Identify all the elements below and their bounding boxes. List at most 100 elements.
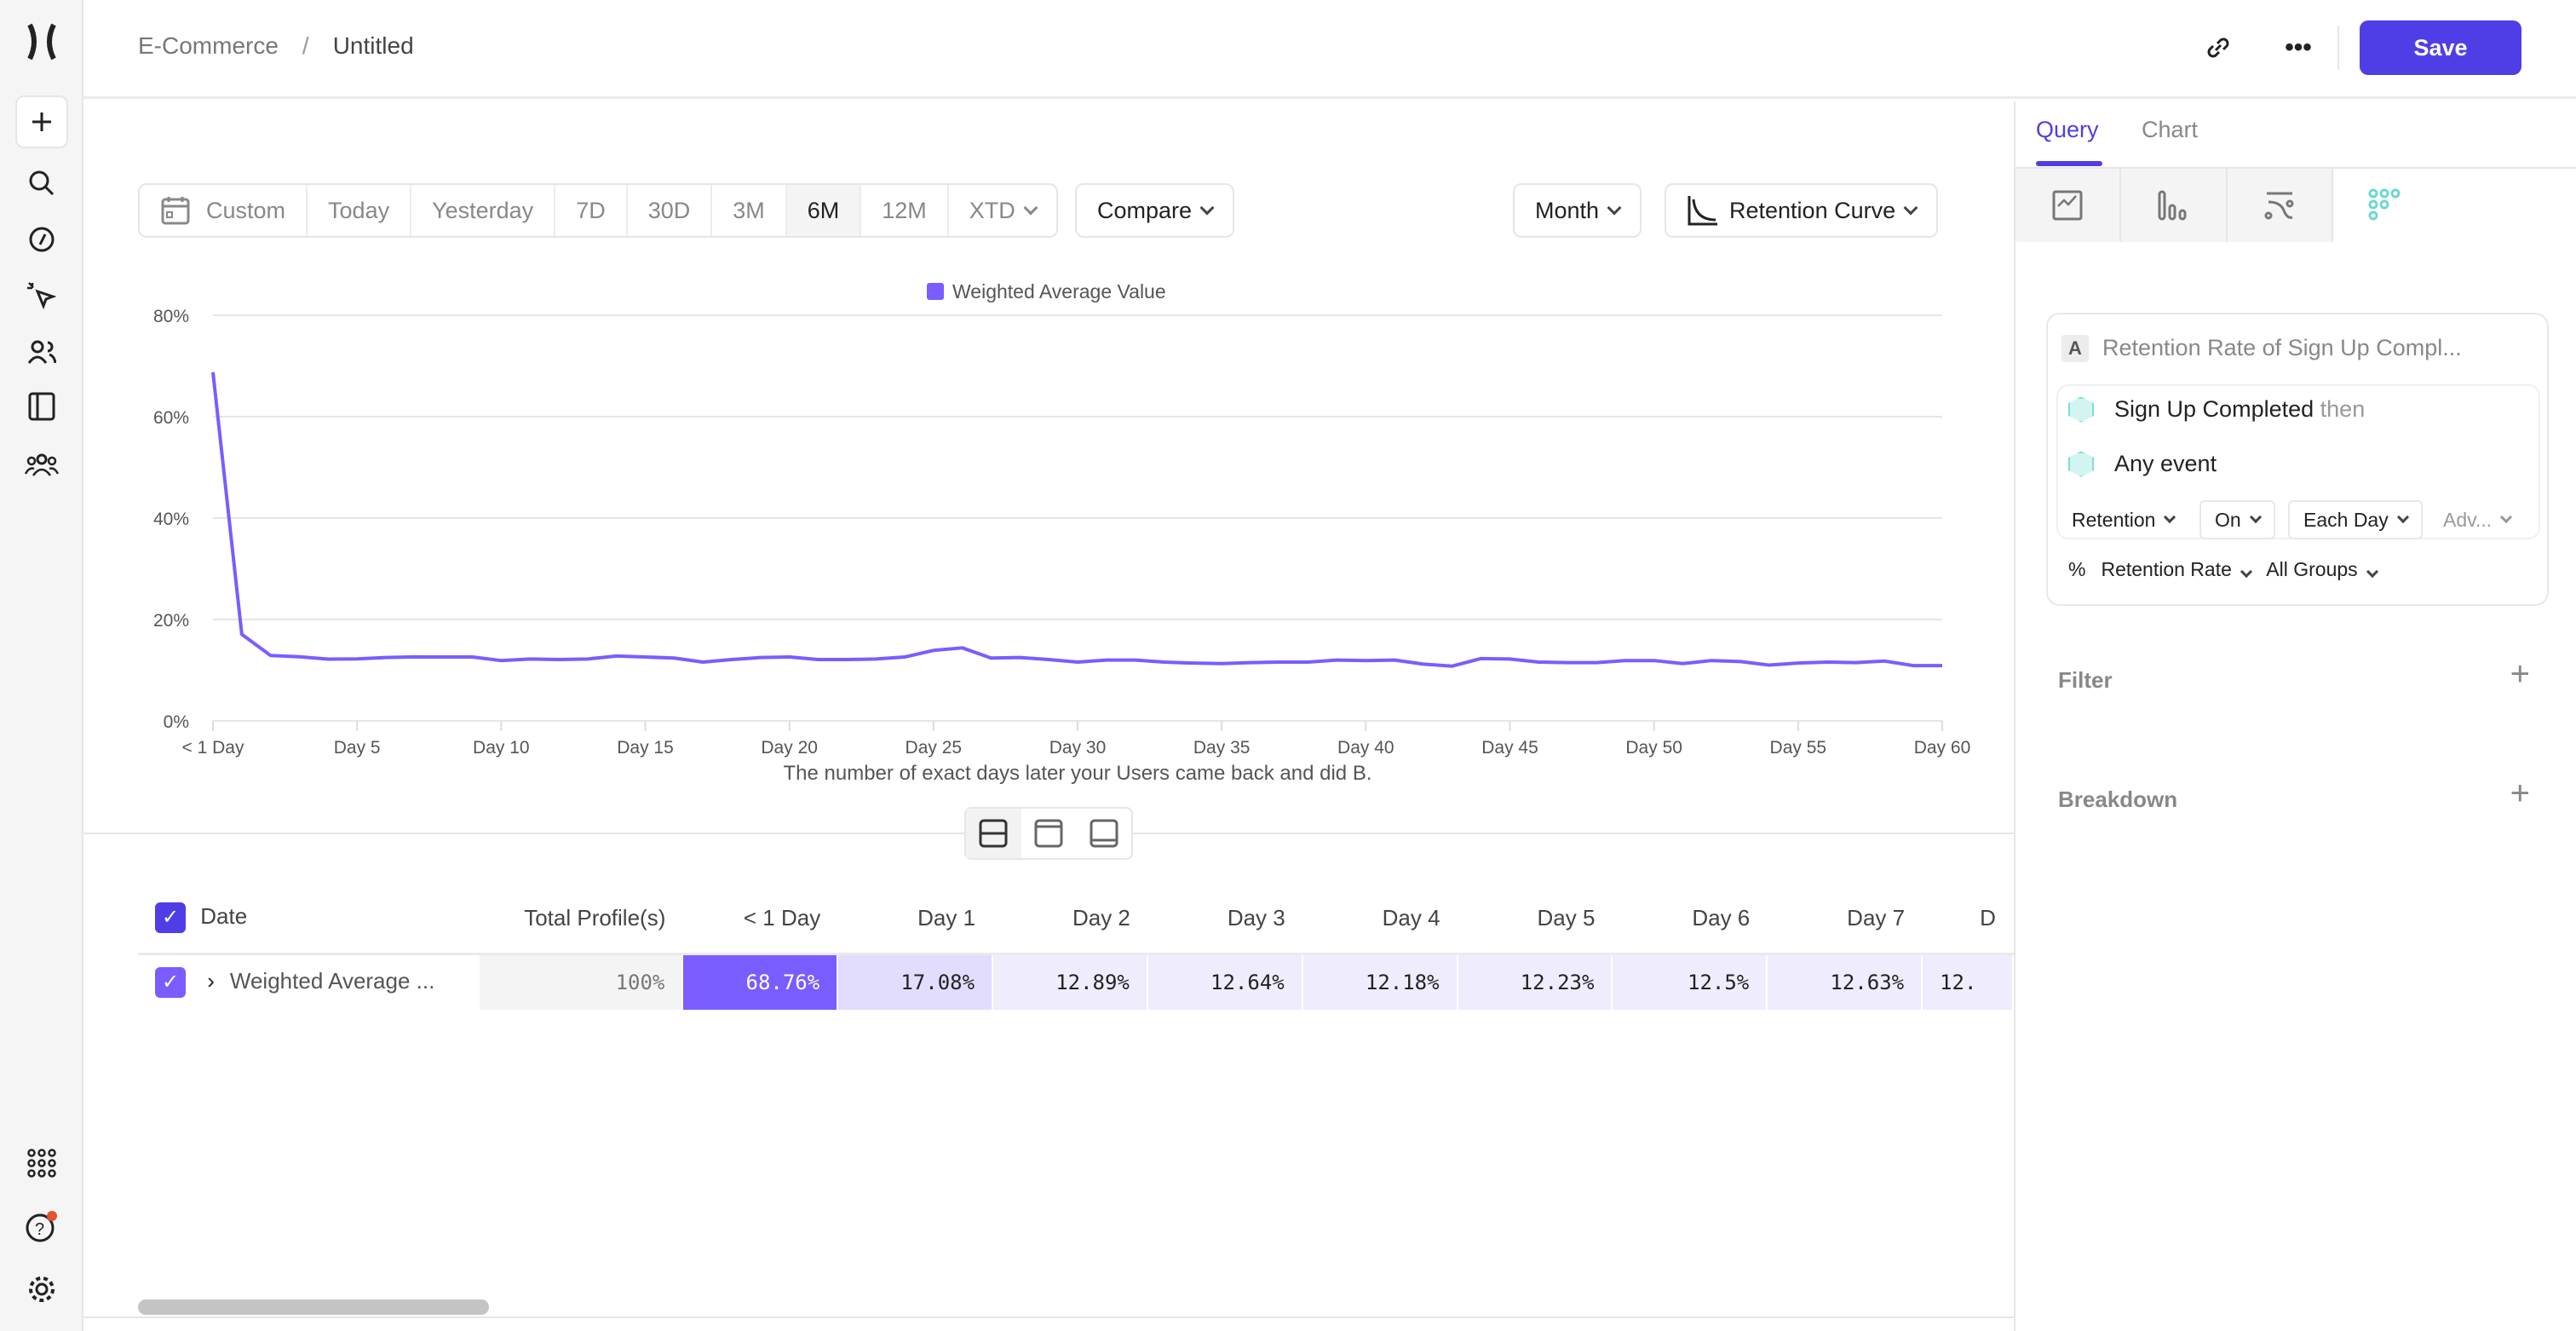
column-header[interactable]: D — [1922, 884, 2013, 955]
breadcrumb-report[interactable]: Untitled — [332, 32, 414, 59]
legend-swatch — [927, 283, 944, 300]
column-date[interactable]: ✓ Date — [138, 884, 479, 955]
insights-icon[interactable] — [2015, 169, 2122, 242]
percent-icon: % — [2068, 558, 2086, 580]
column-header[interactable]: < 1 Day — [682, 884, 838, 955]
header: E-Commerce / Untitled ••• Save — [83, 0, 2576, 99]
compass-icon[interactable] — [20, 218, 63, 261]
chart-type-dropdown[interactable]: Retention Curve — [1665, 183, 1939, 238]
row-label[interactable]: ✓ › Weighted Average ... — [138, 954, 480, 1010]
help-icon[interactable]: ? — [20, 1205, 63, 1247]
breadcrumb: E-Commerce / Untitled — [138, 32, 414, 60]
each-day-dropdown[interactable]: Each Day — [2288, 500, 2423, 539]
date-range-custom[interactable]: Custom — [140, 185, 308, 236]
x-tick-label: Day 20 — [761, 738, 818, 758]
interval-dropdown[interactable]: Month — [1513, 183, 1642, 238]
date-range-selector: Custom Today Yesterday 7D 30D 3M 6M 12M … — [138, 183, 1058, 238]
table-row: ✓ › Weighted Average ... 100% 68.76% 17.0… — [138, 954, 2014, 1010]
date-range-30d[interactable]: 30D — [628, 185, 713, 236]
retention-dropdown[interactable]: Retention — [2058, 500, 2188, 539]
x-tick-label: Day 60 — [1914, 738, 1971, 758]
bottom-panel-icon[interactable] — [1076, 809, 1131, 858]
top-panel-icon[interactable] — [1021, 809, 1077, 858]
table-cell: 68.76% — [682, 954, 839, 1010]
users-icon[interactable] — [20, 331, 63, 373]
date-range-today[interactable]: Today — [308, 185, 412, 236]
metric-title[interactable]: Retention Rate of Sign Up Compl... — [2102, 335, 2462, 360]
chevron-down-icon — [2500, 510, 2513, 524]
column-header[interactable]: Day 3 — [1147, 884, 1302, 955]
x-tick-label: < 1 Day — [182, 738, 244, 758]
y-tick-label: 80% — [153, 307, 189, 326]
logo[interactable] — [20, 20, 63, 63]
svg-text:?: ? — [35, 1220, 44, 1239]
y-tick-label: 40% — [153, 510, 189, 529]
retention-rate-dropdown[interactable]: Retention Rate — [2101, 558, 2253, 581]
funnel-icon[interactable] — [2121, 169, 2228, 242]
tab-chart[interactable]: Chart — [2142, 117, 2199, 142]
compare-dropdown[interactable]: Compare — [1075, 183, 1235, 238]
cursor-click-icon[interactable] — [20, 274, 63, 317]
settings-icon[interactable] — [20, 1268, 63, 1311]
horizontal-scrollbar[interactable] — [138, 1299, 489, 1315]
tab-query[interactable]: Query — [2036, 117, 2099, 142]
date-range-6m[interactable]: 6M — [786, 185, 862, 236]
plus-icon[interactable] — [15, 95, 68, 148]
table-cell: 12. — [1922, 954, 2014, 1010]
column-header[interactable]: Total Profile(s) — [478, 884, 683, 955]
column-header[interactable]: Day 5 — [1457, 884, 1613, 955]
event-steps: Sign Up Completed then Any event Retenti… — [2056, 384, 2540, 539]
column-header[interactable]: Day 4 — [1302, 884, 1458, 955]
y-tick-label: 60% — [153, 408, 189, 428]
row-checkbox[interactable]: ✓ — [155, 966, 186, 998]
expand-chevron-icon[interactable]: › — [207, 967, 215, 994]
book-icon[interactable] — [20, 385, 63, 428]
advanced-dropdown[interactable]: Adv... — [2429, 500, 2524, 539]
event-step-2[interactable]: Any event — [2068, 451, 2217, 477]
event-hexagon-icon — [2068, 451, 2094, 477]
main-content: Custom Today Yesterday 7D 30D 3M 6M 12M … — [83, 101, 2014, 1331]
add-filter-icon[interactable]: + — [2510, 655, 2530, 693]
date-range-3m[interactable]: 3M — [712, 185, 787, 236]
groups-icon[interactable] — [20, 443, 63, 486]
add-breakdown-icon[interactable]: + — [2510, 775, 2530, 812]
table-cell: 12.18% — [1302, 954, 1458, 1010]
link-icon[interactable] — [2193, 20, 2244, 75]
table-cell: 12.89% — [992, 954, 1148, 1010]
more-icon[interactable]: ••• — [2285, 33, 2312, 61]
column-header[interactable]: Day 1 — [837, 884, 993, 955]
retention-chart: 0% 20% 40% 60% 80% < 1 Day Day 5 Day 10 Day 15 Da… — [153, 280, 1971, 785]
select-all-checkbox[interactable]: ✓ — [155, 902, 186, 934]
date-range-xtd[interactable]: XTD — [949, 185, 1056, 236]
chevron-down-icon — [2396, 510, 2409, 524]
flows-icon[interactable] — [2228, 169, 2333, 242]
search-icon[interactable] — [20, 162, 63, 205]
all-groups-dropdown[interactable]: All Groups — [2266, 558, 2379, 581]
column-header[interactable]: Day 6 — [1612, 884, 1768, 955]
apps-grid-icon[interactable] — [20, 1142, 63, 1184]
column-header[interactable]: Day 2 — [992, 884, 1147, 955]
split-view-icon[interactable] — [966, 809, 1021, 858]
divider — [83, 1317, 2014, 1318]
event-hexagon-icon — [2068, 396, 2094, 423]
date-range-12m[interactable]: 12M — [861, 185, 949, 236]
date-range-yesterday[interactable]: Yesterday — [411, 185, 556, 236]
x-tick-label: Day 15 — [617, 738, 674, 758]
breadcrumb-project[interactable]: E-Commerce — [138, 32, 279, 59]
table-cell: 12.23% — [1457, 954, 1613, 1010]
retention-icon[interactable] — [2332, 169, 2437, 242]
date-range-7d[interactable]: 7D — [555, 185, 628, 236]
query-panel: Query Chart A Retention Rate of Sign Up … — [2014, 101, 2576, 1331]
save-button[interactable]: Save — [2360, 20, 2521, 75]
on-dropdown[interactable]: On — [2199, 500, 2275, 539]
column-header[interactable]: Day 7 — [1767, 884, 1923, 955]
table-cell: 12.63% — [1767, 954, 1923, 1010]
report-type-tabs — [2015, 167, 2437, 242]
active-tab-indicator — [2036, 161, 2102, 166]
x-tick-label: Day 50 — [1625, 738, 1682, 758]
retention-table: ✓ Date Total Profile(s) < 1 Day Day 1 Da… — [138, 884, 2014, 1010]
event-step-1[interactable]: Sign Up Completed then — [2068, 396, 2365, 423]
measure-row: % Retention Rate All Groups — [2068, 558, 2379, 581]
metric-letter-badge: A — [2061, 335, 2089, 362]
sidebar: ? — [0, 0, 83, 1331]
